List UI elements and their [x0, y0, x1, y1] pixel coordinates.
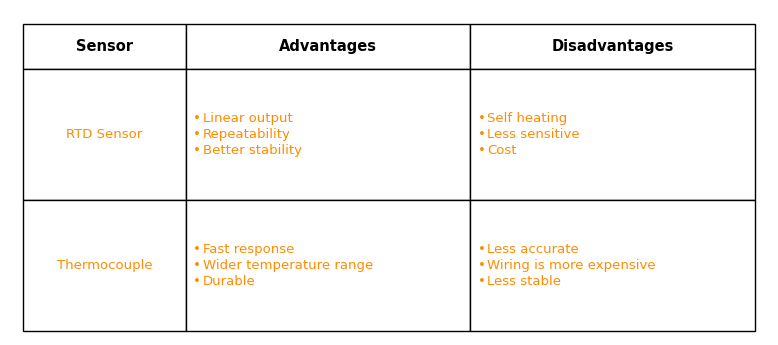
Text: Cost: Cost [487, 144, 517, 157]
Text: •: • [478, 112, 485, 125]
Bar [470, 24, 755, 69]
Bar [23, 69, 186, 200]
Bar [23, 200, 186, 331]
Text: Wiring is more expensive: Wiring is more expensive [487, 259, 656, 272]
Text: Sensor: Sensor [76, 39, 133, 54]
Text: •: • [478, 128, 485, 141]
Text: Durable: Durable [203, 275, 255, 288]
Text: •: • [193, 243, 201, 256]
Text: Wider temperature range: Wider temperature range [203, 259, 373, 272]
Text: Repeatability: Repeatability [203, 128, 291, 141]
Text: •: • [478, 259, 485, 272]
Text: Self heating: Self heating [487, 112, 567, 125]
Text: •: • [478, 243, 485, 256]
Text: Less stable: Less stable [487, 275, 561, 288]
Bar [186, 200, 470, 331]
Text: •: • [478, 275, 485, 288]
Text: Less accurate: Less accurate [487, 243, 579, 256]
Bar [186, 69, 470, 200]
Text: Fast response: Fast response [203, 243, 294, 256]
Text: •: • [193, 112, 201, 125]
Bar [470, 69, 755, 200]
Bar [470, 200, 755, 331]
Text: •: • [193, 259, 201, 272]
Text: •: • [193, 144, 201, 157]
Text: Advantages: Advantages [279, 39, 377, 54]
Bar [186, 24, 470, 69]
Text: Disadvantages: Disadvantages [552, 39, 674, 54]
Bar [23, 24, 186, 69]
Text: Less sensitive: Less sensitive [487, 128, 580, 141]
Text: Better stability: Better stability [203, 144, 302, 157]
Text: Thermocouple: Thermocouple [57, 259, 152, 272]
Text: Linear output: Linear output [203, 112, 293, 125]
Text: RTD Sensor: RTD Sensor [66, 128, 142, 141]
Text: •: • [478, 144, 485, 157]
Text: •: • [193, 275, 201, 288]
Text: •: • [193, 128, 201, 141]
